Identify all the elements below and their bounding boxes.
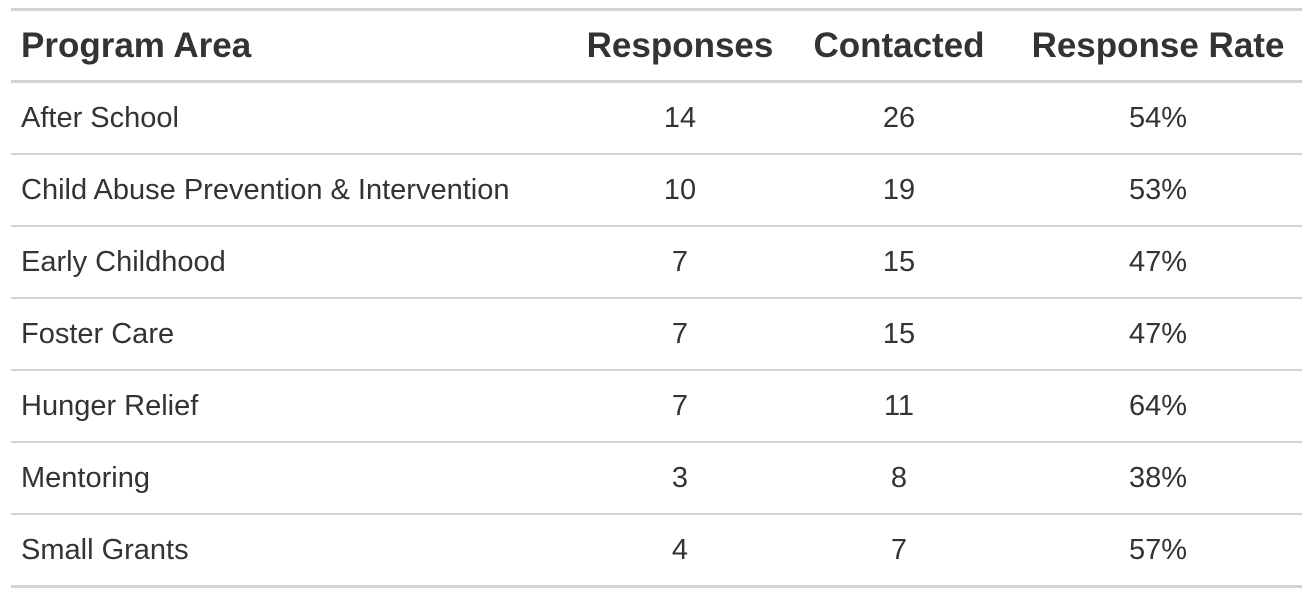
- cell-response-rate: 38%: [1128, 461, 1188, 494]
- cell-responses: 7: [671, 389, 689, 422]
- cell-program-area: Foster Care: [21, 317, 175, 350]
- cell-contacted: 15: [882, 317, 916, 350]
- table-row: Foster Care 7 15 47%: [11, 298, 1302, 370]
- cell-contacted: 8: [890, 461, 908, 494]
- cell-response-rate: 54%: [1128, 101, 1188, 134]
- cell-program-area: After School: [21, 101, 179, 134]
- cell-contacted: 7: [890, 533, 908, 566]
- table-row: Mentoring 3 8 38%: [11, 442, 1302, 514]
- response-rate-table-container: Program Area Responses Contacted Respons…: [11, 8, 1302, 588]
- table-row: After School 14 26 54%: [11, 82, 1302, 154]
- cell-responses: 10: [663, 173, 697, 206]
- cell-program-area: Early Childhood: [21, 245, 226, 278]
- cell-program-area: Child Abuse Prevention & Intervention: [21, 173, 510, 206]
- cell-responses: 7: [671, 245, 689, 278]
- cell-response-rate: 57%: [1128, 533, 1188, 566]
- cell-contacted: 11: [883, 389, 915, 422]
- cell-responses: 3: [671, 461, 689, 494]
- header-responses: Responses: [586, 25, 774, 65]
- cell-responses: 4: [671, 533, 689, 566]
- cell-program-area: Small Grants: [21, 533, 189, 566]
- table-row: Early Childhood 7 15 47%: [11, 226, 1302, 298]
- table-row: Small Grants 4 7 57%: [11, 514, 1302, 587]
- cell-contacted: 19: [882, 173, 916, 206]
- table-row: Child Abuse Prevention & Intervention 10…: [11, 154, 1302, 226]
- cell-response-rate: 53%: [1128, 173, 1188, 206]
- header-row: Program Area Responses Contacted Respons…: [11, 9, 1302, 82]
- cell-response-rate: 47%: [1128, 245, 1188, 278]
- cell-program-area: Hunger Relief: [21, 389, 199, 422]
- cell-response-rate: 64%: [1128, 389, 1188, 422]
- table-header: Program Area Responses Contacted Respons…: [11, 9, 1302, 82]
- cell-response-rate: 47%: [1128, 317, 1188, 350]
- cell-contacted: 26: [882, 101, 916, 134]
- table-body: After School 14 26 54% Child Abuse Preve…: [11, 82, 1302, 587]
- cell-responses: 14: [663, 101, 697, 134]
- cell-contacted: 15: [882, 245, 916, 278]
- header-program-area: Program Area: [21, 25, 252, 65]
- response-rate-table: Program Area Responses Contacted Respons…: [11, 8, 1302, 588]
- cell-responses: 7: [671, 317, 689, 350]
- header-contacted: Contacted: [813, 25, 985, 65]
- header-response-rate: Response Rate: [1031, 25, 1285, 65]
- cell-program-area: Mentoring: [21, 461, 150, 494]
- table-row: Hunger Relief 7 11 64%: [11, 370, 1302, 442]
